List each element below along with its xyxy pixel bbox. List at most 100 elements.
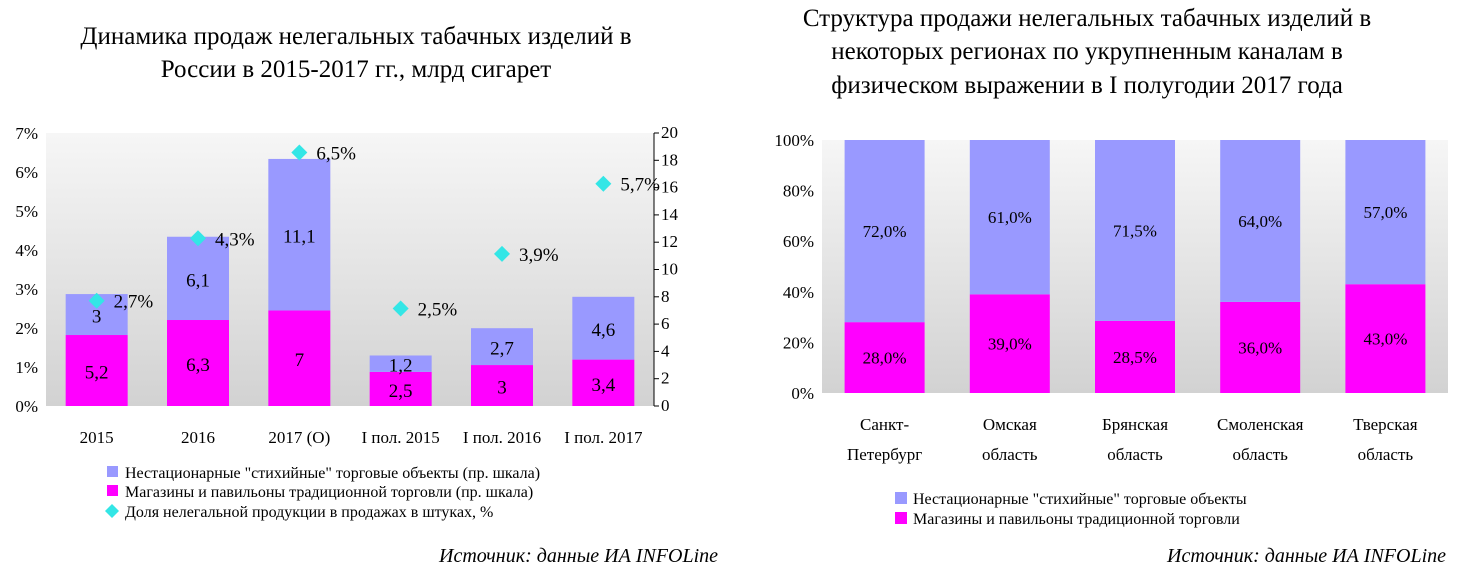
share-diamond-marker bbox=[494, 245, 510, 262]
share-value-label: 3,9% bbox=[519, 245, 559, 266]
right-axis-tick-label: 8 bbox=[661, 287, 670, 306]
category-label: область bbox=[982, 445, 1038, 464]
chart2-title-line-2: некоторых регионах по укрупненным канала… bbox=[831, 38, 1343, 65]
shops-value-label: 2,5 bbox=[389, 381, 413, 402]
right-axis-tick-label: 16 bbox=[661, 178, 678, 197]
share-value-label: 2,7% bbox=[114, 292, 154, 313]
category-label: Санкт- bbox=[860, 415, 909, 434]
left-axis-tick-label: 4% bbox=[15, 241, 38, 260]
shops-bar bbox=[969, 294, 1050, 393]
shops-value-label: 43,0% bbox=[1363, 330, 1407, 349]
right-axis-tick-label: 18 bbox=[661, 150, 678, 169]
share-diamond-marker bbox=[291, 144, 308, 161]
right-axis-tick-label: 10 bbox=[661, 260, 678, 279]
chart1-plot-area bbox=[46, 133, 654, 406]
nonstationary-bar bbox=[844, 140, 925, 323]
shops-value-label: 7 bbox=[295, 350, 305, 371]
right-axis-tick-label: 0 bbox=[661, 396, 670, 415]
category-label: область bbox=[1358, 445, 1414, 464]
category-label: Омская bbox=[983, 415, 1037, 434]
chart2-category-labels: Санкт- Петербург Омская область Брянская обла… bbox=[847, 415, 1418, 464]
legend-swatch bbox=[895, 492, 907, 504]
left-axis-tick-label: 6% bbox=[15, 163, 38, 182]
y-axis-tick-label: 20% bbox=[783, 333, 814, 352]
left-axis-tick-label: 3% bbox=[15, 280, 38, 299]
legend-entry-label: Нестационарные "стихийные" торговые объе… bbox=[913, 491, 1247, 508]
chart2-title-line-3: физическом выражении в I полугодии 2017 … bbox=[831, 72, 1343, 99]
shops-bar bbox=[471, 365, 533, 406]
legend-entry-label: Доля нелегальной продукции в продажах в … bbox=[125, 504, 493, 521]
legend-entry-label: Магазины и павильоны традиционной торгов… bbox=[125, 484, 533, 501]
category-label: Брянская bbox=[1102, 415, 1168, 434]
chart1-title-line-2: России в 2015-2017 гг., млрд сигарет bbox=[161, 56, 552, 83]
nonstationary-bar bbox=[1095, 140, 1175, 321]
y-axis-tick-label: 80% bbox=[783, 182, 814, 201]
category-label: I пол. 2016 bbox=[463, 428, 541, 447]
category-label: область bbox=[1232, 445, 1288, 464]
right-axis-tick-label: 12 bbox=[661, 232, 678, 251]
legend-swatch bbox=[107, 466, 118, 477]
legend-entry-label: Магазины и павильоны традиционной торгов… bbox=[913, 511, 1240, 528]
nonstationary-value-label: 3 bbox=[92, 307, 102, 328]
shops-value-label: 28,0% bbox=[863, 349, 907, 368]
chart1-category-labels: 2015 2016 2017 (О) I пол. 2015 I пол. 2016 I … bbox=[80, 428, 643, 447]
left-axis-tick-label: 2% bbox=[15, 319, 38, 338]
category-label: I пол. 2015 bbox=[362, 428, 440, 447]
legend-swatch bbox=[105, 504, 119, 518]
chart2-bars: 28,0% 72,0% 39,0% 61,0% 28,5% 71,5% 36,0% 64,0%… bbox=[844, 140, 1426, 393]
shops-value-label: 3,4 bbox=[591, 375, 615, 396]
shops-value-label: 6,3 bbox=[186, 355, 210, 376]
right-axis-tick-label: 2 bbox=[661, 369, 670, 388]
nonstationary-bar bbox=[369, 355, 432, 372]
nonstationary-bar bbox=[268, 158, 331, 311]
category-label: Тверская bbox=[1353, 415, 1418, 434]
chart1-left-axis: 0% 1% 2% 3% 4% 5% 6% 7% bbox=[15, 124, 38, 416]
chart1-legend: Нестационарные "стихийные" торговые объе… bbox=[105, 465, 540, 521]
right-axis-tick-label: 4 bbox=[661, 341, 670, 360]
shops-bar bbox=[844, 322, 925, 393]
shops-bar bbox=[572, 359, 635, 406]
shops-value-label: 39,0% bbox=[988, 335, 1032, 354]
share-value-label: 6,5% bbox=[316, 144, 356, 165]
legend-entry-label: Нестационарные "стихийные" торговые объе… bbox=[125, 465, 540, 482]
chart2-legend: Нестационарные "стихийные" торговые объе… bbox=[895, 491, 1247, 528]
share-diamond-marker bbox=[190, 230, 206, 247]
nonstationary-value-label: 57,0% bbox=[1363, 203, 1407, 222]
shops-value-label: 28,5% bbox=[1113, 348, 1157, 367]
share-diamond-marker bbox=[88, 292, 105, 309]
shops-bar bbox=[1345, 284, 1426, 393]
right-axis-tick-label: 20 bbox=[661, 123, 678, 142]
category-label: I пол. 2017 bbox=[564, 428, 643, 447]
nonstationary-bar bbox=[471, 328, 533, 366]
shops-bar bbox=[167, 320, 229, 406]
legend-swatch bbox=[107, 485, 118, 496]
nonstationary-value-label: 72,0% bbox=[863, 222, 907, 241]
y-axis-tick-label: 40% bbox=[783, 283, 814, 302]
category-label: Петербург bbox=[847, 445, 922, 464]
share-diamond-marker bbox=[595, 175, 612, 192]
legend-swatch bbox=[895, 512, 907, 524]
chart1-right-axis: 0 2 4 6 8 10 12 14 16 18 20 bbox=[653, 123, 679, 415]
category-label: 2015 bbox=[80, 428, 114, 447]
share-diamond-marker bbox=[392, 300, 409, 317]
shops-bar bbox=[65, 335, 128, 406]
nonstationary-value-label: 6,1 bbox=[186, 270, 210, 291]
y-axis-tick-label: 60% bbox=[783, 232, 814, 251]
share-value-label: 5,7% bbox=[620, 175, 660, 196]
y-axis-tick-label: 0% bbox=[791, 384, 814, 403]
share-value-label: 4,3% bbox=[215, 229, 255, 250]
shops-bar bbox=[369, 371, 432, 406]
right-axis-tick-label: 14 bbox=[661, 205, 679, 224]
nonstationary-bar bbox=[167, 236, 229, 321]
right-axis-tick-label: 6 bbox=[661, 314, 670, 333]
shops-bar bbox=[268, 310, 331, 406]
nonstationary-value-label: 64,0% bbox=[1238, 212, 1282, 231]
left-axis-tick-label: 1% bbox=[15, 358, 38, 377]
regional-structure-chart: Структура продажи нелегальных табачных и… bbox=[774, 5, 1448, 567]
nonstationary-value-label: 61,0% bbox=[988, 208, 1032, 227]
nonstationary-value-label: 11,1 bbox=[283, 227, 316, 248]
chart1-source: Источник: данные ИА INFOLine bbox=[438, 545, 718, 567]
category-label: Смоленская bbox=[1217, 415, 1304, 434]
chart2-title-line-1: Структура продажи нелегальных табачных и… bbox=[803, 5, 1371, 32]
